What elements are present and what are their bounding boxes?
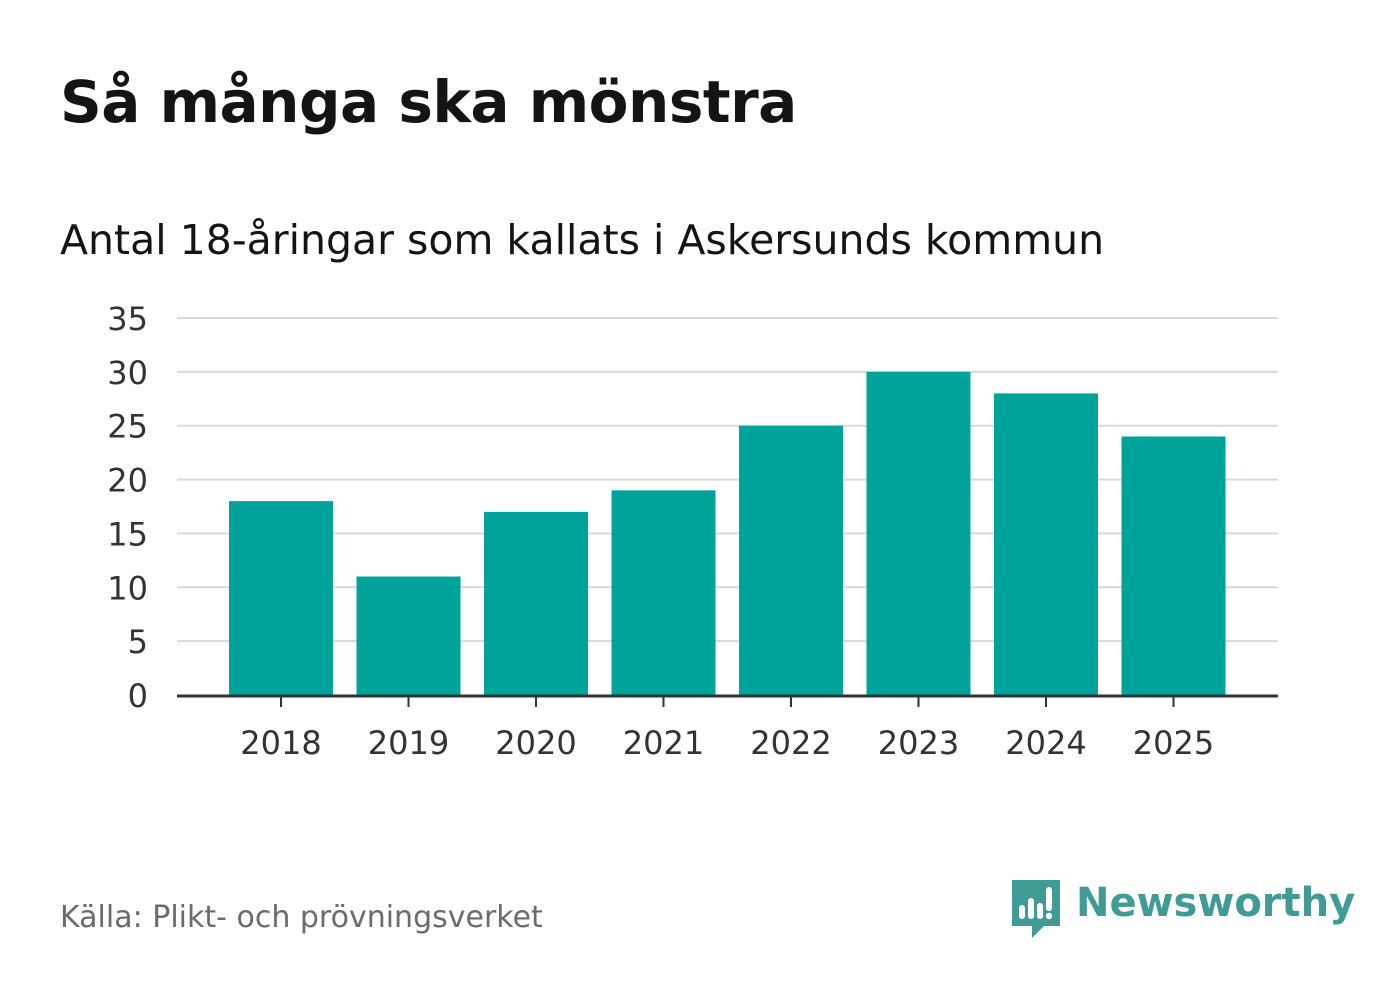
chart-subtitle: Antal 18-åringar som kallats i Askersund… (60, 216, 1105, 264)
chart-title: Så många ska mönstra (60, 68, 797, 136)
bar-2025 (1121, 436, 1226, 695)
bar-2022 (739, 425, 843, 695)
bar-2018 (229, 501, 333, 695)
bar-2024 (994, 393, 1098, 695)
y-tick-label: 30 (107, 354, 148, 392)
x-tick-label: 2025 (1133, 724, 1214, 762)
x-tick-label: 2020 (495, 724, 576, 762)
x-tick-label: 2023 (878, 724, 959, 762)
x-tick-label: 2019 (368, 724, 449, 762)
y-tick-label: 5 (128, 623, 148, 661)
x-tick-label: 2018 (240, 724, 321, 762)
newsworthy-logo-icon (1012, 880, 1060, 938)
x-axis (177, 694, 1278, 707)
x-tick-label: 2021 (623, 724, 704, 762)
brand-name: Newsworthy (1076, 880, 1356, 926)
source-note: Källa: Plikt- och prövningsverket (60, 900, 543, 935)
brand: Newsworthy (1010, 878, 1355, 940)
y-tick-label: 25 (107, 408, 148, 446)
y-tick-label: 10 (107, 569, 148, 607)
y-tick-label: 20 (107, 462, 148, 500)
bars (229, 371, 1226, 695)
x-tick-label: 2024 (1005, 724, 1086, 762)
grid-lines (177, 317, 1278, 643)
bar-2020 (484, 511, 588, 695)
x-tick-label: 2022 (750, 724, 831, 762)
y-tick-label: 0 (128, 677, 148, 715)
y-tick-label: 15 (107, 515, 148, 553)
bar-2021 (611, 490, 716, 695)
bar-2019 (356, 576, 461, 695)
bar-2023 (866, 371, 971, 695)
y-tick-label: 35 (107, 300, 148, 338)
